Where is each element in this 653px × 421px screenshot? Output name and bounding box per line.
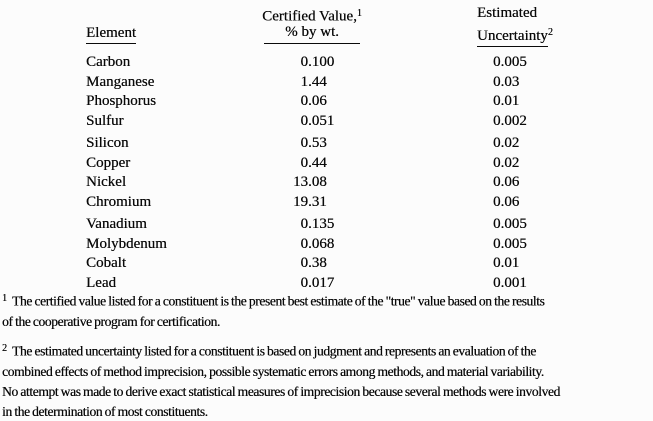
certified-value-fraction: .31 — [308, 193, 327, 210]
certified-value: 1.44 — [256, 73, 493, 93]
certified-value: 0.100 — [256, 53, 493, 73]
certified-value-fraction: .08 — [308, 174, 327, 190]
footnote-1-text: The certified value listed for a constit… — [12, 293, 545, 309]
table-row: Copper 0.44 0.02 — [0, 154, 653, 174]
table-group-3: Vanadium 0.135 0.005 Molybdenum 0.068 0.… — [0, 215, 653, 293]
certified-value-fraction: .53 — [308, 135, 327, 151]
table-row: Sulfur 0.051 0.002 — [0, 112, 653, 132]
footnote-2-line-2: combined effects of method imprecision, … — [2, 363, 544, 379]
certified-value-integer: 0 — [300, 255, 309, 271]
uncertainty-header-line1: Estimated — [477, 5, 537, 21]
element-name: Chromium — [86, 193, 152, 210]
certified-value: 0.44 — [256, 154, 493, 174]
table-group-1: Carbon 0.100 0.005 Manganese 1.44 0.03 P… — [0, 53, 653, 131]
footnote-2-line-4: in the determination of most constituent… — [2, 403, 208, 419]
certified-value-fraction: .135 — [308, 216, 335, 232]
certified-value: 0.068 — [256, 235, 493, 255]
element-name: Carbon — [86, 54, 131, 70]
certified-value-fraction: .017 — [308, 274, 335, 291]
table-group-2: Silicon 0.53 0.02 Copper 0.44 0.02 Nicke… — [0, 134, 653, 212]
certified-value-fraction: .38 — [308, 255, 327, 271]
certified-value: 0.06 — [256, 92, 493, 112]
uncertainty-value: 0.005 — [493, 235, 527, 252]
certified-value-fraction: .44 — [308, 154, 327, 171]
uncertainty-value: 0.02 — [493, 154, 520, 171]
certified-value-integer: 1 — [300, 73, 309, 90]
uncertainty-value: 0.002 — [493, 112, 527, 129]
certified-value-integer: 13 — [293, 174, 308, 190]
uncertainty-value: 0.001 — [493, 274, 527, 291]
footnote-2-line-3: No attempt was made to derive exact stat… — [2, 383, 560, 399]
element-name: Phosphorus — [86, 93, 157, 109]
element-name: Manganese — [86, 73, 155, 90]
table-row: Lead 0.017 0.001 — [0, 274, 653, 294]
footnote-2-line-1: 2 The estimated uncertainty listed for a … — [2, 339, 651, 362]
element-name: Nickel — [86, 174, 126, 190]
certified-value: 13.08 — [256, 173, 493, 193]
certified-value-integer: 0 — [300, 154, 309, 171]
certified-value-integer: 0 — [300, 112, 309, 129]
uncertainty-value: 0.03 — [493, 73, 520, 90]
certified-value: 19.31 — [256, 193, 493, 213]
footnote-1-ref: 1 — [356, 8, 362, 19]
certified-value-integer: 0 — [300, 54, 309, 70]
certified-value-fraction: .06 — [308, 93, 327, 109]
footnote-1-marker: 1 — [2, 293, 7, 304]
certified-value: 0.051 — [256, 112, 493, 132]
certified-value-fraction: .44 — [308, 73, 327, 90]
element-name: Lead — [86, 274, 116, 291]
element-column-header-text: Element — [86, 25, 136, 44]
certified-value-integer: 0 — [300, 274, 309, 291]
uncertainty-value: 0.06 — [493, 193, 520, 210]
certified-value: 0.53 — [256, 134, 493, 154]
footnote-1-line-2: of the cooperative program for certifica… — [2, 313, 220, 329]
uncertainty-header-line2: Uncertainty2 — [477, 25, 553, 47]
table-row: Silicon 0.53 0.02 — [0, 134, 653, 154]
table-row: Molybdenum 0.068 0.005 — [0, 235, 653, 255]
table-row: Carbon 0.100 0.005 — [0, 53, 653, 73]
table-row: Phosphorus 0.06 0.01 — [0, 92, 653, 112]
certified-value-integer: 0 — [300, 216, 309, 232]
certified-value-integer: 0 — [300, 135, 309, 151]
certified-value-integer: 0 — [300, 235, 309, 252]
footnote-2-marker: 2 — [2, 343, 7, 354]
uncertainty-value: 0.01 — [493, 255, 520, 271]
certified-value-integer: 0 — [300, 93, 309, 109]
table-row: Nickel 13.08 0.06 — [0, 173, 653, 193]
footnote-2-ref: 2 — [547, 27, 553, 38]
certified-value-fraction: .068 — [308, 235, 335, 252]
table-row: Chromium 19.31 0.06 — [0, 193, 653, 213]
footnote-1-line-1: 1 The certified value listed for a consti… — [2, 289, 651, 312]
element-column-header: Element — [86, 25, 136, 44]
element-name: Cobalt — [86, 255, 126, 271]
uncertainty-value: 0.01 — [493, 93, 520, 109]
element-name: Copper — [86, 154, 131, 171]
element-name: Silicon — [86, 135, 129, 151]
certified-value-fraction: .100 — [308, 54, 335, 70]
footnote-1: 1 The certified value listed for a consti… — [2, 289, 651, 332]
footnote-2-text: The estimated uncertainty listed for a c… — [12, 343, 536, 359]
element-name: Vanadium — [86, 216, 147, 232]
uncertainty-value: 0.06 — [493, 174, 520, 190]
certified-value: 0.38 — [256, 254, 493, 274]
table-row: Cobalt 0.38 0.01 — [0, 254, 653, 274]
certified-value-subheader: % by wt. — [264, 25, 360, 44]
table-body: Carbon 0.100 0.005 Manganese 1.44 0.03 P… — [0, 53, 653, 296]
uncertainty-value: 0.02 — [493, 135, 520, 151]
element-name: Molybdenum — [86, 235, 167, 252]
certified-value-fraction: .051 — [308, 112, 335, 129]
table-row: Manganese 1.44 0.03 — [0, 73, 653, 93]
certified-value-integer: 19 — [293, 193, 308, 210]
footnote-2: 2 The estimated uncertainty listed for a … — [2, 339, 651, 421]
certified-value: 0.017 — [256, 274, 493, 294]
uncertainty-header-text: Uncertainty — [477, 27, 548, 47]
certified-value-header-text: Certified Value, — [262, 8, 357, 25]
certified-value: 0.135 — [256, 215, 493, 235]
table-row: Vanadium 0.135 0.005 — [0, 215, 653, 235]
certified-value-header: Certified Value,1 — [261, 6, 363, 25]
element-name: Sulfur — [86, 112, 124, 129]
uncertainty-value: 0.005 — [493, 216, 527, 232]
uncertainty-value: 0.005 — [493, 54, 527, 70]
